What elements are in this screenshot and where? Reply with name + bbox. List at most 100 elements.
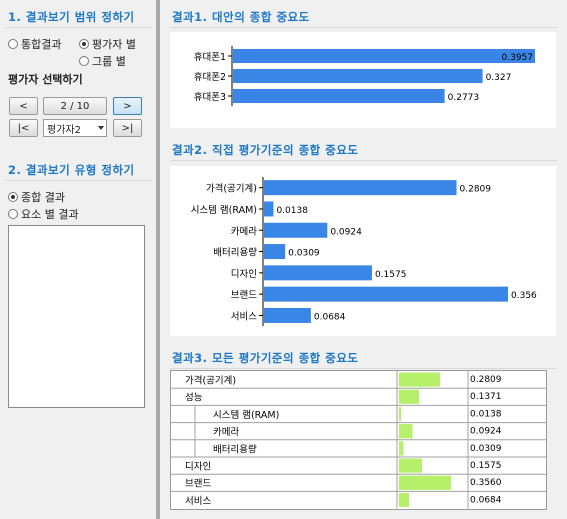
result3-title: 결과3. 모든 평가기준의 종합 중요도	[172, 351, 359, 365]
result3-table-svg: 가격(공기계) 0.2809 성능 0.1371 시스템 램(RAM) 0.0138 카메라…	[171, 371, 546, 509]
evaluator-dropdown[interactable]: 평가자2	[43, 119, 107, 137]
radio-label: 통합결과	[21, 38, 62, 51]
table-cell-label: 배터리용량	[213, 443, 257, 455]
chart-value-label: 0.2773	[448, 93, 480, 103]
radio-label: 그룹 별	[92, 55, 126, 68]
table-bar	[399, 441, 404, 456]
table-cell-value: 0.0684	[470, 495, 502, 505]
prev-evaluator-button[interactable]: <	[9, 97, 38, 115]
table-cell-label: 성능	[185, 393, 203, 404]
last-evaluator-button[interactable]: >|	[113, 119, 142, 137]
table-cell-value: 0.0924	[470, 427, 502, 437]
evaluator-page-indicator: 2 / 10	[43, 97, 107, 115]
chart-category-label: 배터리용량	[213, 247, 257, 259]
result1-title: 결과1. 대안의 종합 중요도	[172, 10, 310, 24]
result2-chart-svg: 가격(공기계) 0.2809 시스템 램(RAM) 0.0138 카메라 0.0924 배터…	[191, 177, 537, 327]
chart-bar	[233, 89, 445, 103]
result2-title: 결과2. 직접 평가기준의 종합 중요도	[172, 143, 359, 157]
chart-category-label: 휴대폰2	[194, 72, 226, 83]
table-bar	[399, 406, 402, 422]
table-row: 서비스 0.0684	[171, 490, 546, 508]
table-cell-label: 서비스	[185, 496, 211, 507]
table-cell-value: 0.3560	[470, 478, 502, 488]
table-row: 배터리용량 0.0309	[171, 439, 546, 457]
section1-title: 1. 결과보기 범위 정하기	[8, 10, 135, 24]
chart-value-label: 0.356	[511, 291, 537, 301]
table-cell-label: 카메라	[213, 427, 239, 438]
table-cell-value: 0.0309	[470, 444, 502, 454]
table-cell-label: 가격(공기계)	[185, 375, 236, 387]
table-row: 가격(공기계) 0.2809	[185, 372, 502, 387]
table-cell-value: 0.2809	[470, 375, 502, 385]
section2-divider	[6, 180, 152, 181]
chart-category-label: 가격(공기계)	[206, 183, 257, 195]
results-panel: 결과1. 대안의 종합 중요도 휴대폰1 0.3957 휴대폰2 0.327 휴대폰3 0…	[160, 0, 567, 519]
chart-value-label: 0.0684	[314, 312, 346, 322]
table-bar	[399, 458, 423, 473]
result1-divider	[170, 27, 557, 28]
chart-bar	[264, 286, 508, 302]
chart-bar	[264, 307, 311, 323]
chart-category-label: 디자인	[231, 269, 257, 280]
table-cell-value: 0.0138	[470, 409, 502, 419]
radio-total-result[interactable]: 종합 결과	[8, 189, 65, 205]
table-bar	[399, 424, 413, 439]
radio-circle-icon	[79, 56, 89, 66]
result2-divider	[170, 160, 557, 161]
result3-divider	[170, 368, 557, 369]
result2-chart: 가격(공기계) 0.2809 시스템 램(RAM) 0.0138 카메라 0.0924 배터…	[170, 166, 556, 336]
table-cell-value: 0.1371	[470, 392, 502, 402]
panel-splitter[interactable]	[156, 0, 160, 519]
chart-category-label: 휴대폰3	[194, 92, 226, 103]
result3-table: 가격(공기계) 0.2809 성능 0.1371 시스템 램(RAM) 0.0138 카메라…	[170, 370, 547, 510]
chart-bar	[233, 69, 483, 83]
table-cell-label: 브랜드	[185, 479, 211, 490]
chart-category-label: 브랜드	[231, 290, 257, 301]
result1-chart: 휴대폰1 0.3957 휴대폰2 0.327 휴대폰3 0.2773	[170, 32, 556, 128]
chart-value-label: 0.0309	[288, 249, 320, 259]
chevron-down-icon	[98, 126, 104, 130]
chart-bar	[264, 222, 328, 238]
table-row: 성능 0.1371	[171, 387, 546, 404]
chart-value-label: 0.2809	[460, 185, 492, 195]
chart-category-label: 카메라	[231, 226, 257, 237]
first-evaluator-button[interactable]: |<	[9, 119, 38, 137]
table-row: 시스템 램(RAM) 0.0138	[171, 404, 546, 423]
table-bar	[399, 372, 441, 387]
radio-element-result[interactable]: 요소 별 결과	[8, 206, 79, 222]
chart-category-label: 휴대폰1	[194, 52, 226, 63]
radio-label: 요소 별 결과	[21, 208, 79, 221]
radio-label: 평가자 별	[92, 38, 136, 51]
table-bar	[399, 492, 409, 508]
table-row: 브랜드 0.3560	[171, 473, 546, 490]
table-cell-value: 0.1575	[470, 461, 502, 471]
section1-divider	[6, 27, 152, 28]
evaluator-select-title: 평가자 선택하기	[8, 73, 83, 86]
table-row: 디자인 0.1575	[171, 456, 546, 473]
radio-circle-icon	[8, 39, 18, 49]
table-cell-label: 시스템 램(RAM)	[213, 409, 279, 421]
element-listbox[interactable]	[8, 225, 145, 408]
radio-combined[interactable]: 통합결과	[8, 36, 61, 52]
radio-by-evaluator[interactable]: 평가자 별	[79, 36, 136, 52]
chart-value-label: 0.3957	[502, 53, 534, 63]
chart-bar	[264, 180, 457, 196]
next-evaluator-button[interactable]: >	[113, 97, 142, 115]
radio-by-group[interactable]: 그룹 별	[79, 53, 126, 69]
section2-title: 2. 결과보기 유형 정하기	[8, 163, 135, 177]
chart-category-label: 서비스	[231, 311, 257, 322]
radio-circle-icon	[8, 209, 18, 219]
chart-value-label: 0.0924	[330, 227, 362, 237]
settings-panel: 1. 결과보기 범위 정하기 통합결과 평가자 별 그룹 별 평가자 선택하기 …	[0, 0, 156, 519]
radio-circle-checked-icon	[79, 39, 89, 49]
chart-bar	[264, 244, 286, 260]
table-cell-label: 디자인	[185, 462, 211, 473]
result1-chart-svg: 휴대폰1 0.3957 휴대폰2 0.327 휴대폰3 0.2773	[194, 46, 535, 106]
table-bar	[399, 475, 451, 490]
radio-label: 종합 결과	[21, 191, 65, 204]
chart-bar	[264, 201, 274, 217]
chart-value-label: 0.0138	[276, 206, 308, 216]
evaluator-dropdown-value: 평가자2	[47, 124, 81, 136]
chart-category-label: 시스템 램(RAM)	[191, 204, 257, 216]
table-bar	[399, 389, 420, 404]
